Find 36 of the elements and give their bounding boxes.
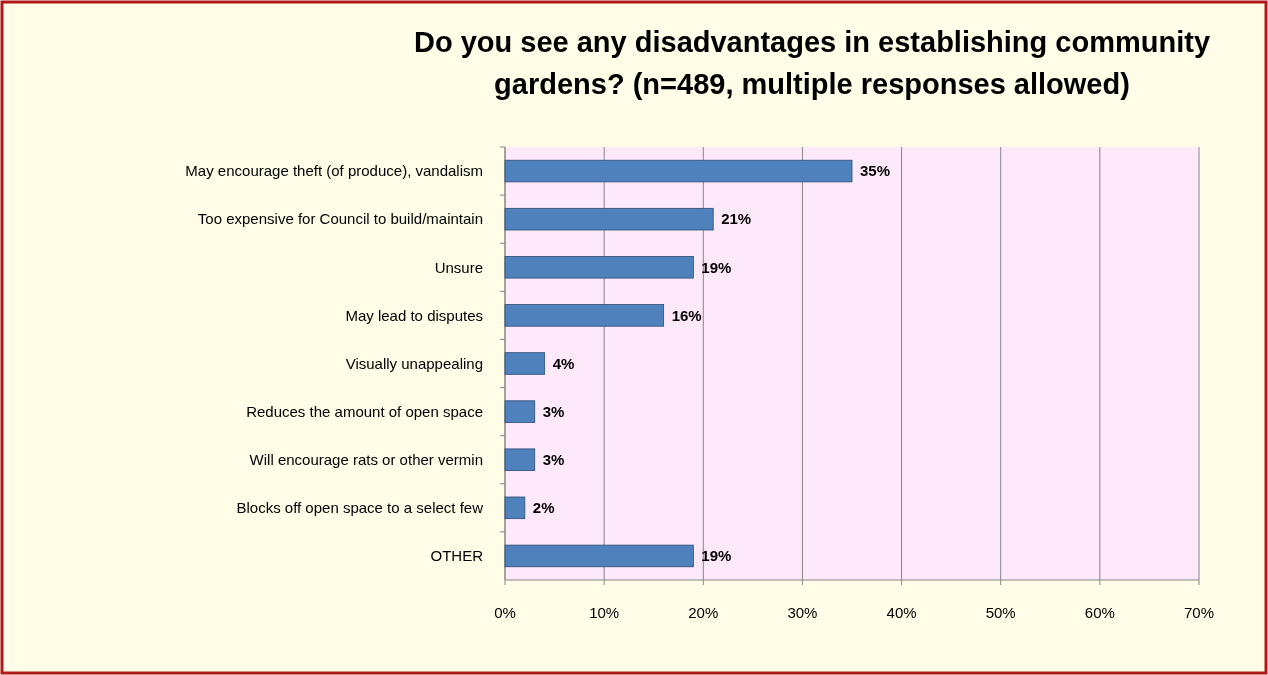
- y-tick-label: Visually unappealing: [345, 354, 483, 372]
- x-tick-label: 0%: [494, 604, 516, 621]
- bar: [504, 496, 526, 520]
- y-tick-label: May lead to disputes: [345, 306, 483, 324]
- bar: [504, 207, 714, 231]
- y-tick-label: Too expensive for Council to build/maintain: [197, 210, 483, 228]
- data-label: 21%: [721, 210, 752, 228]
- chart-title: Do you see any disadvantages in establishing community gardens? (n=489, multiple responses allowed): [413, 26, 1211, 100]
- bar: [504, 159, 853, 183]
- data-label: 4%: [552, 354, 575, 372]
- x-tick-label: 70%: [1183, 604, 1215, 621]
- y-tick-label: Will encourage rats or other vermin: [249, 450, 483, 468]
- y-tick-label: Unsure: [434, 258, 483, 276]
- y-tick-label: OTHER: [430, 547, 484, 565]
- x-tick-label: 10%: [589, 604, 620, 621]
- bar: [504, 256, 694, 279]
- x-tick-label: 50%: [985, 604, 1016, 621]
- bar: [504, 352, 546, 375]
- bar: [504, 544, 694, 568]
- bar: [504, 400, 536, 423]
- data-label: 3%: [542, 402, 565, 420]
- data-label: 19%: [701, 547, 732, 565]
- x-tick-label: 30%: [787, 604, 818, 621]
- data-label: 16%: [671, 306, 702, 324]
- bar: [504, 304, 665, 327]
- bar: [504, 448, 536, 471]
- data-label: 35%: [860, 162, 891, 180]
- x-tick-label: 20%: [688, 604, 719, 621]
- y-tick-label: Reduces the amount of open space: [246, 402, 483, 420]
- y-tick-label: May encourage theft (of produce), vandalism: [185, 162, 483, 180]
- data-label: 19%: [701, 258, 732, 276]
- x-tick-label: 40%: [886, 604, 917, 621]
- data-label: 2%: [532, 499, 555, 517]
- data-label: 3%: [542, 450, 565, 468]
- y-tick-label: Blocks off open space to a select few: [236, 499, 484, 517]
- x-tick-label: 60%: [1084, 604, 1115, 621]
